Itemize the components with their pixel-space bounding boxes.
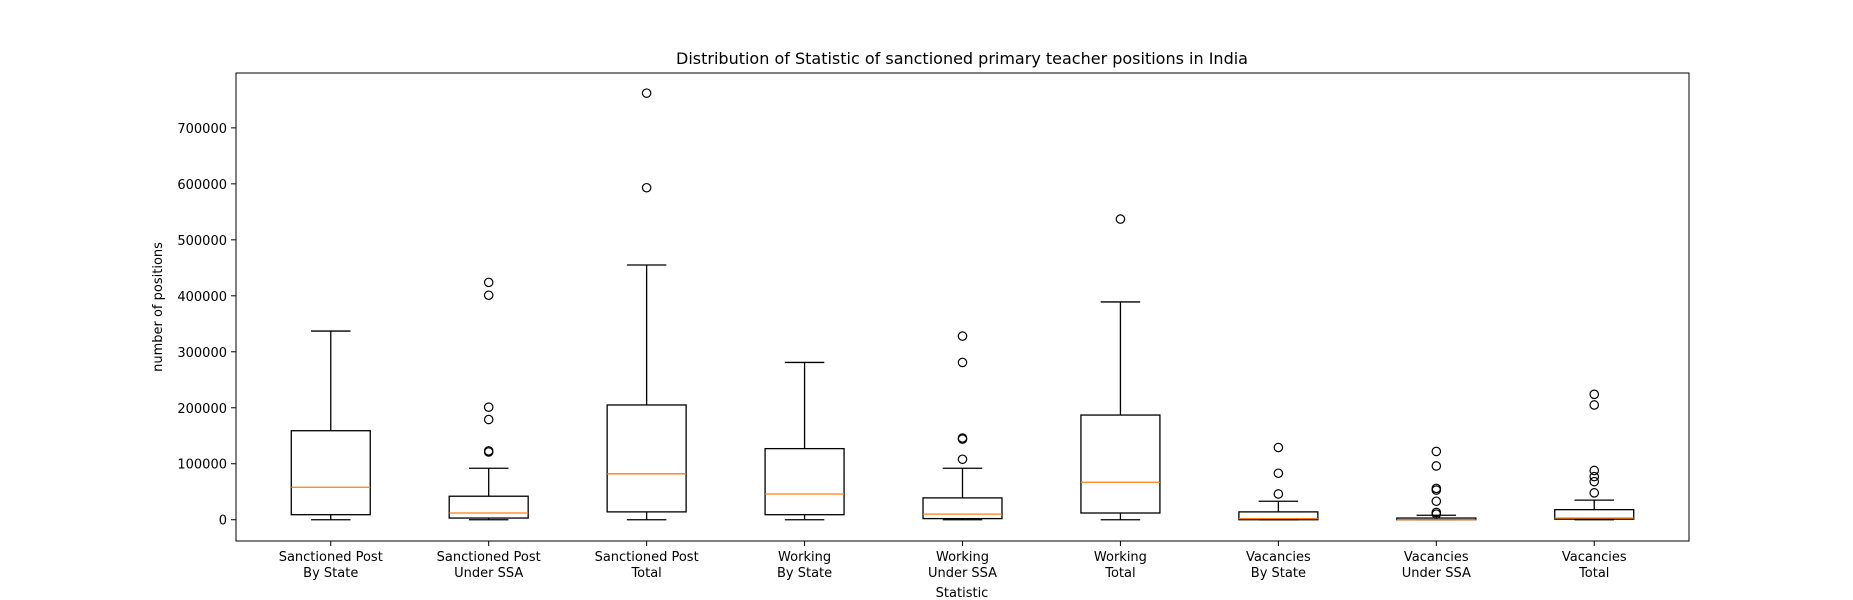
outlier-point (1431, 461, 1442, 471)
outlier-point (483, 290, 494, 301)
x-tick-label: Working Under SSA (928, 550, 997, 581)
x-tick-label: Sanctioned Post Total (595, 550, 699, 581)
box-2 (448, 277, 529, 521)
y-tick-label: 300000 (177, 346, 227, 361)
x-tick-label-line: By State (777, 566, 832, 581)
box-7 (1238, 442, 1319, 521)
x-tick-label-line: Total (630, 566, 661, 581)
y-axis: 0 100000 200000 300000 400000 500000 600000 700… (177, 122, 236, 529)
outlier-point (1273, 442, 1284, 453)
box-8 (1396, 446, 1477, 521)
x-axis-label: Statistic (936, 586, 989, 600)
x-tick-label-line: By State (303, 566, 358, 581)
x-tick-label: Working Total (1094, 550, 1147, 581)
x-tick-label-line: Vacancies (1246, 550, 1311, 565)
iqr-box (1080, 414, 1161, 514)
outlier-point (1589, 400, 1600, 410)
outlier-point (1589, 465, 1600, 476)
x-tick-label-line: Vacancies (1562, 550, 1627, 565)
y-tick-label: 600000 (177, 178, 227, 193)
y-tick-label: 100000 (177, 458, 227, 473)
iqr-box (1238, 511, 1319, 521)
outlier-point (1431, 483, 1442, 494)
chart-title: Distribution of Statistic of sanctioned … (676, 49, 1248, 68)
outlier-point (957, 433, 968, 443)
box-3 (606, 88, 687, 521)
x-tick-label: Sanctioned Post Under SSA (437, 550, 541, 581)
x-tick-label-line: Sanctioned Post (595, 550, 699, 565)
box-5 (922, 331, 1003, 521)
outlier-point (1589, 471, 1600, 482)
iqr-box (922, 497, 1003, 520)
box-6 (1080, 214, 1161, 521)
box-9 (1554, 389, 1635, 521)
boxes-group (290, 88, 1635, 521)
iqr-box (1554, 509, 1635, 520)
outlier-point (1431, 496, 1442, 507)
box-4 (764, 361, 845, 521)
outlier-point (483, 414, 494, 425)
outlier-point (483, 446, 494, 456)
x-tick-label-line: Under SSA (1402, 566, 1471, 581)
outlier-point (1589, 389, 1600, 400)
iqr-box (290, 430, 371, 516)
box-1 (290, 330, 371, 521)
x-tick-label-line: Sanctioned Post (437, 550, 541, 565)
outlier-point (1431, 507, 1442, 518)
x-tick-label-line: Sanctioned Post (279, 550, 383, 565)
outlier-point (957, 331, 968, 341)
outlier-point (1431, 446, 1442, 457)
y-tick-label: 400000 (177, 290, 227, 305)
x-tick-label: Working By State (777, 550, 832, 581)
x-tick-label-line: By State (1251, 566, 1306, 581)
x-tick-label: Vacancies Under SSA (1402, 550, 1471, 581)
x-tick-label-line: Working (936, 550, 989, 565)
x-tick-label-line: Working (778, 550, 831, 565)
outlier-point (957, 357, 968, 368)
x-tick-label-line: Under SSA (928, 566, 997, 581)
iqr-box (448, 495, 529, 519)
iqr-box (606, 404, 687, 513)
y-tick-label: 500000 (177, 234, 227, 249)
outlier-point (641, 88, 652, 98)
outlier-point (641, 182, 652, 193)
x-tick-label: Sanctioned Post By State (279, 550, 383, 581)
outlier-point (483, 402, 494, 413)
outlier-point (957, 454, 968, 465)
outlier-point (1273, 489, 1284, 499)
x-tick-label: Vacancies Total (1562, 550, 1627, 581)
x-tick-label-line: Total (1578, 566, 1609, 581)
y-tick-label: 700000 (177, 122, 227, 137)
iqr-box (764, 447, 845, 516)
x-tick-label-line: Working (1094, 550, 1147, 565)
x-tick-label-line: Total (1104, 566, 1135, 581)
outlier-point (483, 277, 494, 288)
outlier-point (1589, 476, 1600, 487)
outlier-point (1273, 468, 1284, 479)
x-tick-label: Vacancies By State (1246, 550, 1311, 581)
x-tick-label-line: Under SSA (454, 566, 523, 581)
x-tick-label-line: Vacancies (1404, 550, 1469, 565)
y-axis-label: number of positions (151, 242, 166, 372)
outlier-point (1115, 214, 1126, 224)
y-tick-label: 0 (219, 514, 227, 529)
y-tick-label: 200000 (177, 402, 227, 417)
outlier-point (1589, 488, 1600, 498)
